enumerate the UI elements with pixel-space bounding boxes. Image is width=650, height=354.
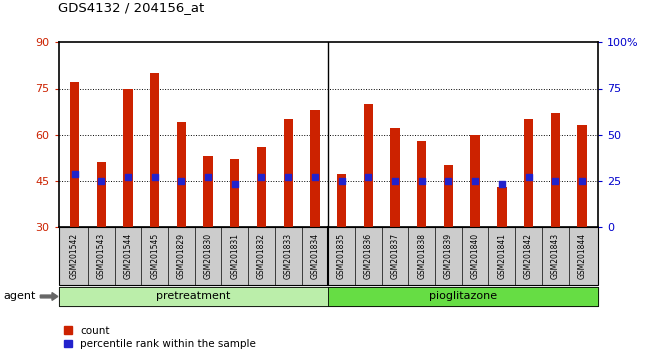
Bar	[363, 104, 373, 227]
Bar	[471, 135, 480, 227]
Text: GSM201543: GSM201543	[97, 233, 106, 279]
Bar	[203, 156, 213, 227]
Text: GSM201843: GSM201843	[551, 233, 560, 279]
Point	[577, 178, 587, 183]
Text: GDS4132 / 204156_at: GDS4132 / 204156_at	[58, 1, 205, 14]
Text: GSM201836: GSM201836	[364, 233, 373, 279]
Text: GSM201542: GSM201542	[70, 233, 79, 279]
Text: GSM201830: GSM201830	[203, 233, 213, 279]
Bar	[70, 82, 79, 227]
Point	[523, 175, 534, 180]
Point	[363, 175, 374, 180]
Bar	[391, 129, 400, 227]
Bar	[283, 119, 293, 227]
Text: GSM201832: GSM201832	[257, 233, 266, 279]
Bar	[497, 187, 506, 227]
Text: pioglitazone: pioglitazone	[429, 291, 497, 302]
Bar	[97, 162, 106, 227]
Bar	[577, 125, 587, 227]
Bar	[551, 113, 560, 227]
Text: pretreatment: pretreatment	[156, 291, 231, 302]
Text: GSM201838: GSM201838	[417, 233, 426, 279]
Text: GSM201544: GSM201544	[124, 233, 133, 279]
Point	[123, 175, 133, 180]
Text: GSM201835: GSM201835	[337, 233, 346, 279]
Point	[283, 175, 293, 180]
Point	[70, 172, 80, 177]
Point	[417, 178, 427, 183]
Text: GSM201839: GSM201839	[444, 233, 453, 279]
Text: GSM201833: GSM201833	[283, 233, 292, 279]
Text: GSM201844: GSM201844	[577, 233, 586, 279]
Point	[229, 181, 240, 187]
Text: GSM201545: GSM201545	[150, 233, 159, 279]
Bar	[310, 110, 320, 227]
Point	[256, 175, 266, 180]
Point	[337, 178, 347, 183]
Point	[309, 175, 320, 180]
Bar	[177, 122, 186, 227]
Bar	[124, 88, 133, 227]
Point	[443, 178, 454, 183]
Text: GSM201842: GSM201842	[524, 233, 533, 279]
Point	[390, 178, 400, 183]
Text: GSM201837: GSM201837	[391, 233, 400, 279]
Point	[96, 178, 107, 183]
Bar	[417, 141, 426, 227]
Point	[150, 175, 160, 180]
Point	[550, 178, 560, 183]
Point	[176, 178, 187, 183]
Text: GSM201834: GSM201834	[311, 233, 319, 279]
Bar	[257, 147, 266, 227]
Text: GSM201829: GSM201829	[177, 233, 186, 279]
Bar	[150, 73, 159, 227]
Text: GSM201831: GSM201831	[230, 233, 239, 279]
Bar	[524, 119, 533, 227]
Text: GSM201841: GSM201841	[497, 233, 506, 279]
Bar	[337, 175, 346, 227]
Point	[497, 181, 507, 187]
Point	[470, 178, 480, 183]
Point	[203, 175, 213, 180]
Text: agent: agent	[3, 291, 36, 302]
Text: GSM201840: GSM201840	[471, 233, 480, 279]
Bar	[444, 165, 453, 227]
Bar	[230, 159, 239, 227]
Legend: count, percentile rank within the sample: count, percentile rank within the sample	[64, 326, 256, 349]
